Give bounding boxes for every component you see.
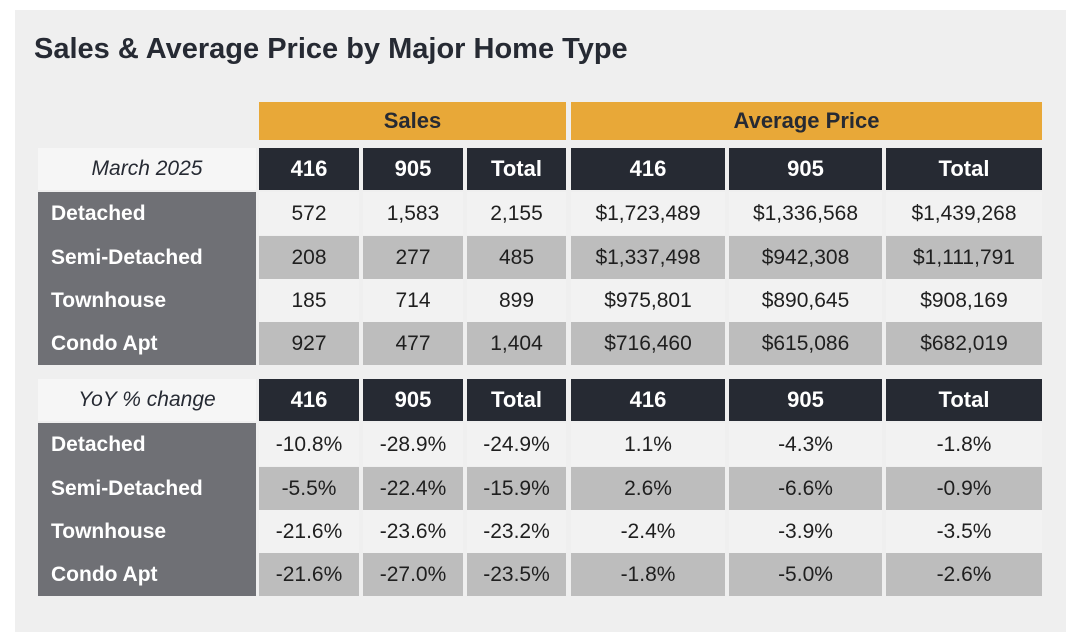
table-cell: 1,404: [467, 322, 566, 365]
column-header: 416: [259, 379, 359, 421]
table-cell: -21.6%: [259, 553, 359, 596]
table-cell: $942,308: [729, 236, 882, 279]
column-header: Total: [886, 379, 1042, 421]
column-header: Total: [467, 148, 566, 190]
table-cell: $1,723,489: [571, 192, 725, 235]
section-label: YoY % change: [38, 379, 256, 421]
table-cell: -10.8%: [259, 423, 359, 466]
column-header: 416: [259, 148, 359, 190]
table-cell: -3.5%: [886, 510, 1042, 553]
table-cell: $682,019: [886, 322, 1042, 365]
table-cell: $975,801: [571, 279, 725, 322]
table-cell: 1,583: [363, 192, 463, 235]
row-label: Detached: [51, 201, 146, 225]
table-cell: $1,111,791: [886, 236, 1042, 279]
table-cell: -15.9%: [467, 467, 566, 510]
row-label: Semi-Detached: [51, 476, 203, 500]
row-label: Townhouse: [51, 288, 167, 312]
table-cell: 899: [467, 279, 566, 322]
column-header: 905: [729, 379, 882, 421]
table-cell: $716,460: [571, 322, 725, 365]
table-cell: -28.9%: [363, 423, 463, 466]
table-cell: -0.9%: [886, 467, 1042, 510]
table-cell: -5.5%: [259, 467, 359, 510]
table-cell: -22.4%: [363, 467, 463, 510]
table-cell: 572: [259, 192, 359, 235]
table-cell: $1,439,268: [886, 192, 1042, 235]
column-header: Total: [886, 148, 1042, 190]
column-header: 905: [363, 148, 463, 190]
table-cell: $890,645: [729, 279, 882, 322]
table-cell: -24.9%: [467, 423, 566, 466]
column-header: 905: [363, 379, 463, 421]
table-cell: -5.0%: [729, 553, 882, 596]
section-label: March 2025: [38, 148, 256, 190]
row-label: Townhouse: [51, 519, 167, 543]
table-cell: 477: [363, 322, 463, 365]
table-cell: 2,155: [467, 192, 566, 235]
row-label: Semi-Detached: [51, 245, 203, 269]
table-cell: -23.2%: [467, 510, 566, 553]
table-cell: -21.6%: [259, 510, 359, 553]
table-cell: -4.3%: [729, 423, 882, 466]
table-cell: -3.9%: [729, 510, 882, 553]
page-title: Sales & Average Price by Major Home Type: [34, 33, 628, 65]
table-cell: -6.6%: [729, 467, 882, 510]
table-cell: -1.8%: [571, 553, 725, 596]
row-label: Detached: [51, 432, 146, 456]
table-cell: 927: [259, 322, 359, 365]
group-header-average-price: Average Price: [571, 102, 1042, 140]
table-cell: 277: [363, 236, 463, 279]
table-cell: $908,169: [886, 279, 1042, 322]
table-cell: -23.5%: [467, 553, 566, 596]
table-cell: $1,336,568: [729, 192, 882, 235]
table-cell: 714: [363, 279, 463, 322]
table-cell: 485: [467, 236, 566, 279]
table-cell: -27.0%: [363, 553, 463, 596]
column-header: 905: [729, 148, 882, 190]
table-cell: 1.1%: [571, 423, 725, 466]
table-cell: -1.8%: [886, 423, 1042, 466]
row-label-block: [38, 192, 256, 365]
table-cell: 185: [259, 279, 359, 322]
row-label-block: [38, 423, 256, 596]
table-cell: -2.6%: [886, 553, 1042, 596]
table-cell: -2.4%: [571, 510, 725, 553]
table-cell: -23.6%: [363, 510, 463, 553]
table-cell: $1,337,498: [571, 236, 725, 279]
row-label: Condo Apt: [51, 562, 158, 586]
group-header-sales: Sales: [259, 102, 566, 140]
column-header: 416: [571, 379, 725, 421]
table-cell: $615,086: [729, 322, 882, 365]
table-cell: 2.6%: [571, 467, 725, 510]
column-header: 416: [571, 148, 725, 190]
table-cell: 208: [259, 236, 359, 279]
column-header: Total: [467, 379, 566, 421]
row-label: Condo Apt: [51, 331, 158, 355]
